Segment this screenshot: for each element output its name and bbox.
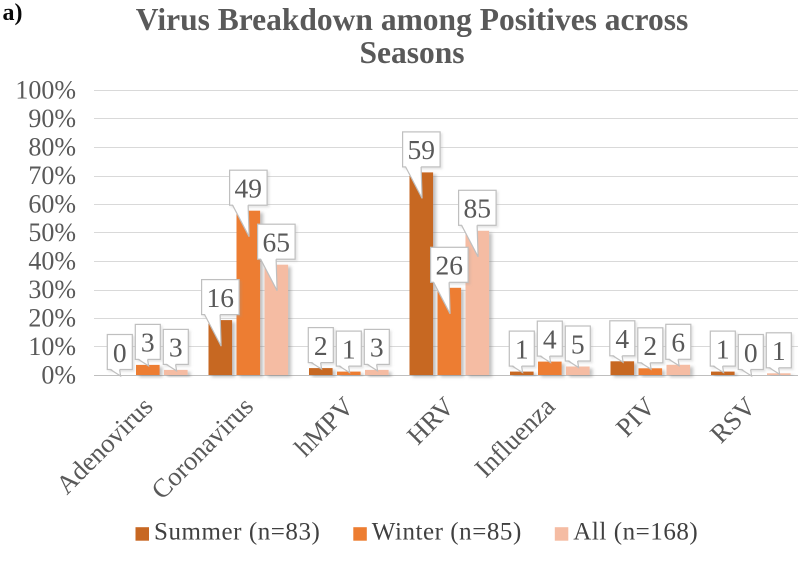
svg-text:90%: 90%	[28, 104, 76, 133]
svg-text:1: 1	[515, 333, 529, 364]
svg-text:1: 1	[716, 333, 730, 364]
svg-text:50%: 50%	[28, 218, 76, 247]
svg-text:10%: 10%	[28, 332, 76, 361]
svg-text:Seasons: Seasons	[359, 35, 464, 70]
svg-text:26: 26	[436, 250, 464, 281]
svg-text:40%: 40%	[28, 247, 76, 276]
svg-text:60%: 60%	[28, 190, 76, 219]
svg-text:Virus Breakdown among Positive: Virus Breakdown among Positives across	[136, 2, 688, 37]
svg-text:1: 1	[772, 335, 786, 366]
svg-text:5: 5	[571, 328, 585, 359]
svg-text:2: 2	[643, 330, 657, 361]
svg-text:3: 3	[370, 332, 384, 363]
svg-text:70%: 70%	[28, 161, 76, 190]
svg-text:59: 59	[408, 134, 436, 165]
svg-text:a): a)	[3, 0, 23, 26]
svg-text:All (n=168): All (n=168)	[573, 519, 698, 546]
svg-text:30%: 30%	[28, 275, 76, 304]
svg-text:4: 4	[543, 323, 557, 354]
svg-text:65: 65	[263, 227, 291, 258]
svg-text:3: 3	[141, 327, 155, 358]
svg-text:2: 2	[314, 330, 328, 361]
svg-text:100%: 100%	[15, 76, 76, 105]
svg-text:Summer (n=83): Summer (n=83)	[154, 519, 320, 546]
svg-text:16: 16	[207, 282, 235, 313]
svg-text:6: 6	[671, 327, 685, 358]
svg-text:0: 0	[113, 337, 127, 368]
svg-text:Winter (n=85): Winter (n=85)	[372, 519, 522, 546]
svg-text:3: 3	[169, 332, 183, 363]
svg-text:1: 1	[342, 333, 356, 364]
svg-text:4: 4	[615, 323, 629, 354]
svg-text:85: 85	[464, 193, 492, 224]
svg-text:0%: 0%	[41, 361, 76, 390]
svg-text:49: 49	[235, 173, 263, 204]
svg-text:0: 0	[744, 337, 758, 368]
svg-text:80%: 80%	[28, 133, 76, 162]
svg-text:20%: 20%	[28, 304, 76, 333]
